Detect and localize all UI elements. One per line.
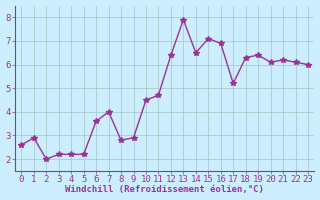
X-axis label: Windchill (Refroidissement éolien,°C): Windchill (Refroidissement éolien,°C): [65, 185, 264, 194]
